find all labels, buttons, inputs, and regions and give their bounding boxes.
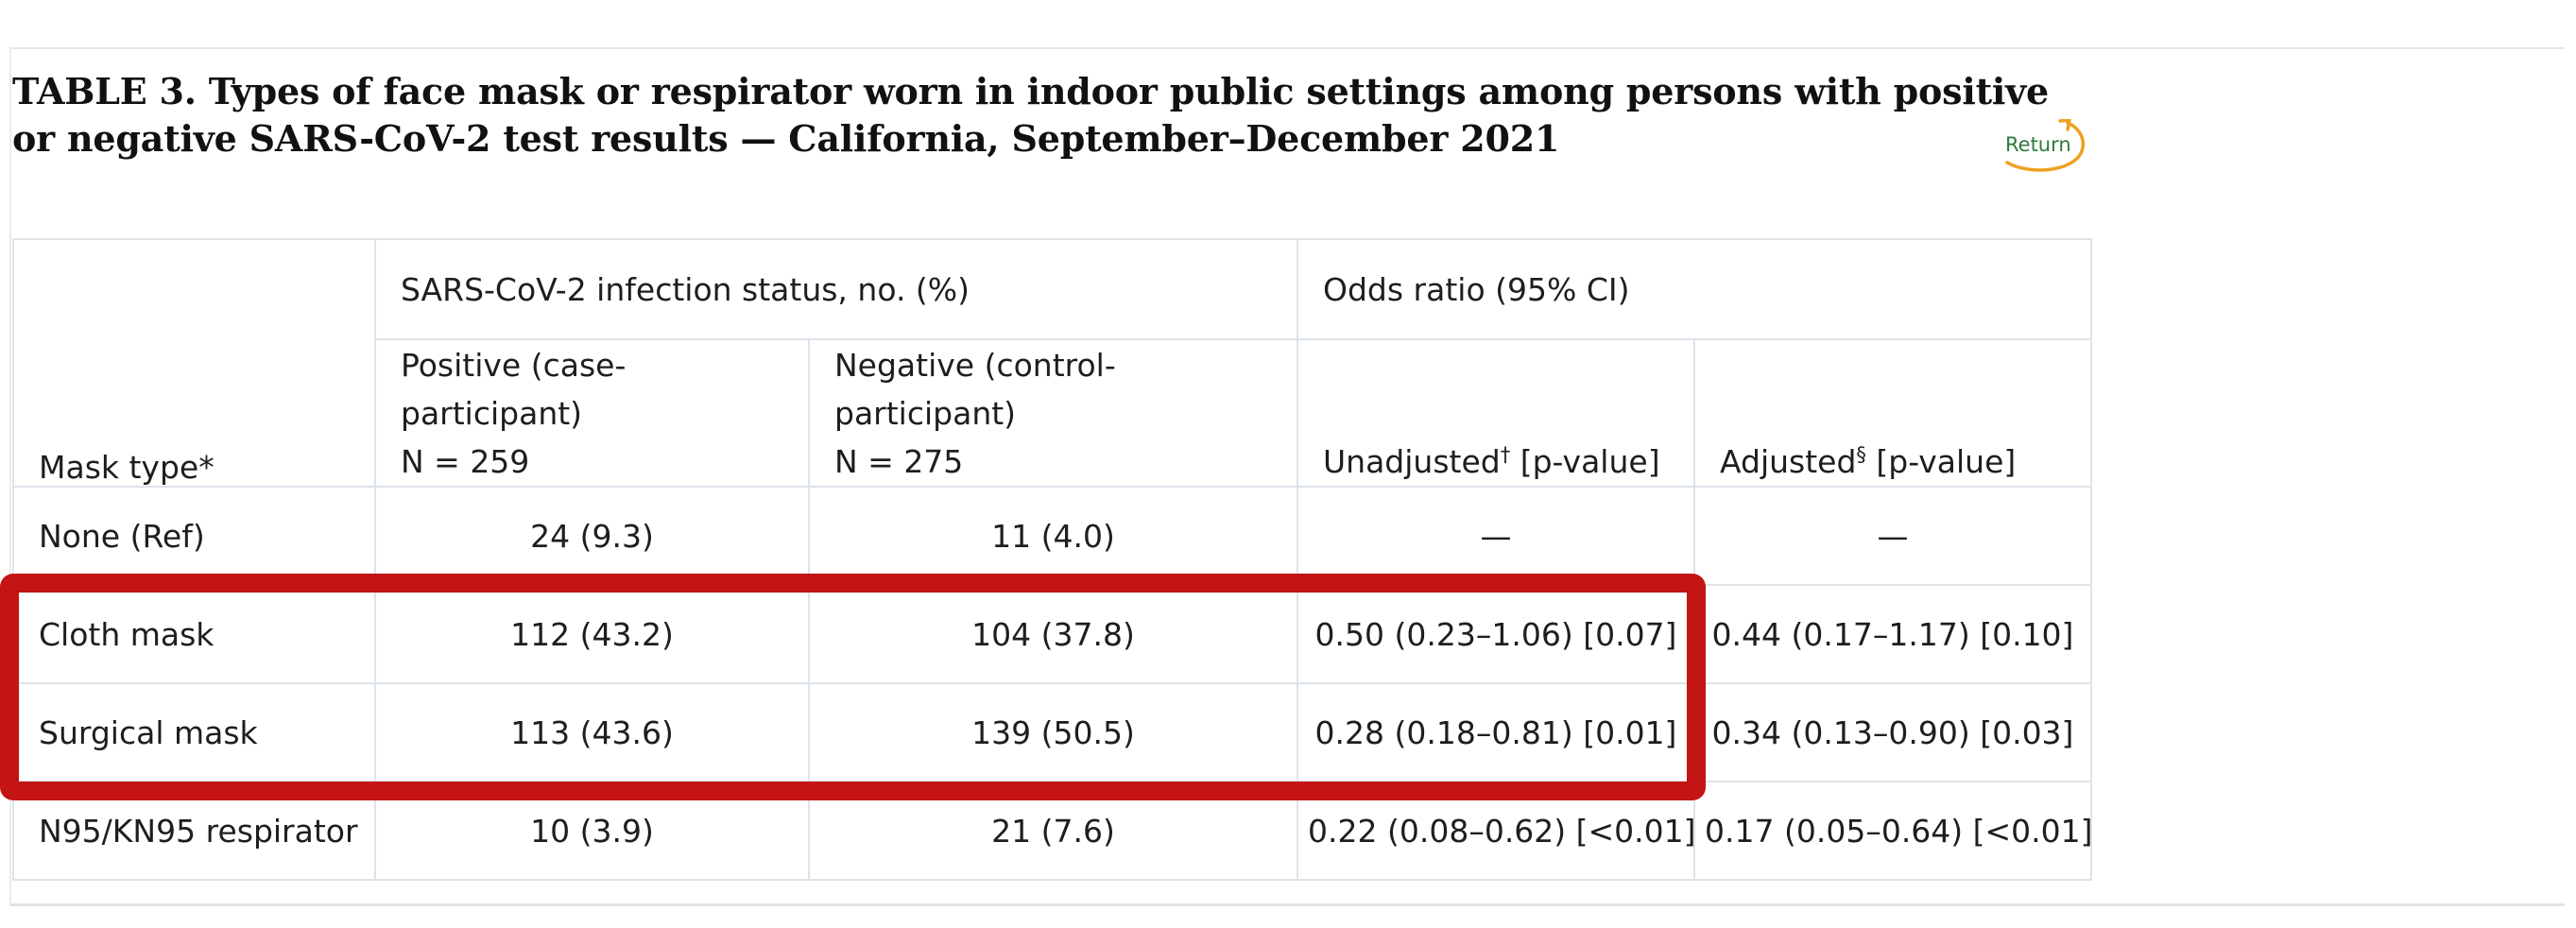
negative-cell: 139 (50.5) — [808, 682, 1298, 782]
adjusted-cell: 0.44 (0.17–1.17) [0.10] — [1693, 584, 2092, 684]
return-link[interactable]: Return — [2001, 119, 2094, 172]
table-row: None (Ref) 24 (9.3) 11 (4.0) — — — [12, 486, 2092, 586]
return-label: Return — [2005, 133, 2071, 156]
unadjusted-cell: 0.28 (0.18–0.81) [0.01] — [1297, 682, 1695, 782]
header-row-columns: Positive (case-participant) N = 259 Negat… — [13, 338, 2092, 488]
positive-cell: 112 (43.2) — [374, 584, 810, 684]
table-title: TABLE 3. Types of face mask or respirato… — [12, 70, 2050, 160]
table-row: N95/KN95 respirator 10 (3.9) 21 (7.6) 0.… — [12, 781, 2093, 881]
positive-cell: 113 (43.6) — [374, 682, 810, 782]
odds-ratio-header: Odds ratio (95% CI) — [1297, 238, 2092, 340]
header-row-groups: Mask type* SARS-CoV-2 infection status, … — [12, 238, 2092, 488]
negative-header: Negative (control-participant) N = 275 — [808, 338, 1298, 488]
mask-type-table: Mask type* SARS-CoV-2 infection status, … — [12, 238, 2093, 881]
mask-type-cell: Cloth mask — [12, 584, 376, 684]
table-row: Surgical mask 113 (43.6) 139 (50.5) 0.28… — [12, 682, 2092, 782]
curved-arrow-icon — [2005, 119, 2086, 172]
mask-type-header: Mask type* — [12, 238, 376, 488]
mask-type-cell: N95/KN95 respirator — [12, 781, 376, 881]
negative-cell: 21 (7.6) — [808, 781, 1298, 881]
section-footnote-mark: § — [1856, 443, 1866, 466]
content-frame — [9, 47, 2565, 906]
negative-header-label: Negative (control-participant) — [834, 347, 1116, 432]
negative-header-n: N = 275 — [834, 443, 964, 480]
positive-cell: 24 (9.3) — [374, 486, 810, 586]
adjusted-cell: 0.34 (0.13–0.90) [0.03] — [1693, 682, 2092, 782]
positive-header-label: Positive (case-participant) — [401, 347, 627, 432]
positive-header: Positive (case-participant) N = 259 — [374, 338, 810, 488]
unadjusted-cell: 0.50 (0.23–1.06) [0.07] — [1297, 584, 1695, 684]
mask-type-cell: Surgical mask — [12, 682, 376, 782]
mask-type-cell: None (Ref) — [12, 486, 376, 586]
positive-header-n: N = 259 — [401, 443, 530, 480]
adjusted-cell: — — [1693, 486, 2092, 586]
positive-cell: 10 (3.9) — [374, 781, 810, 881]
table-row: Cloth mask 112 (43.2) 104 (37.8) 0.50 (0… — [12, 584, 2092, 684]
negative-cell: 11 (4.0) — [808, 486, 1298, 586]
negative-cell: 104 (37.8) — [808, 584, 1298, 684]
unadjusted-cell: — — [1297, 486, 1695, 586]
infection-status-header: SARS-CoV-2 infection status, no. (%) — [374, 238, 1298, 340]
adjusted-cell: 0.17 (0.05–0.64) [<0.01] — [1693, 781, 2093, 881]
unadjusted-header: Unadjusted† [p-value] — [1297, 338, 1695, 488]
adjusted-header: Adjusted§ [p-value] — [1693, 338, 2092, 488]
unadjusted-cell: 0.22 (0.08–0.62) [<0.01] — [1297, 781, 1696, 881]
dagger-footnote-mark: † — [1500, 443, 1511, 466]
